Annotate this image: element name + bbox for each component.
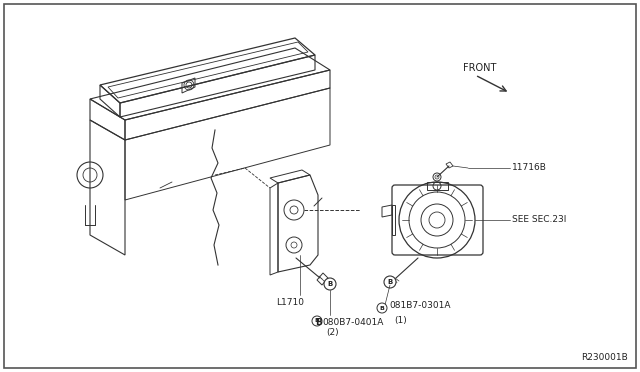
Text: R230001B: R230001B — [581, 353, 628, 362]
Text: L1710: L1710 — [276, 298, 304, 307]
Text: (2): (2) — [326, 328, 339, 337]
Text: 081B7-0301A: 081B7-0301A — [389, 301, 451, 311]
Text: SEE SEC.23I: SEE SEC.23I — [512, 215, 566, 224]
Text: 11716B: 11716B — [512, 164, 547, 173]
Text: B: B — [380, 305, 385, 311]
Text: FRONT: FRONT — [463, 63, 497, 73]
Circle shape — [312, 316, 322, 326]
Text: B: B — [315, 318, 319, 324]
Text: B: B — [315, 318, 322, 327]
Text: (1): (1) — [394, 316, 407, 325]
Text: B: B — [387, 279, 392, 285]
Text: 080B7-0401A: 080B7-0401A — [322, 318, 383, 327]
Circle shape — [377, 303, 387, 313]
Text: B: B — [328, 281, 333, 287]
Circle shape — [384, 276, 396, 288]
Circle shape — [324, 278, 336, 290]
